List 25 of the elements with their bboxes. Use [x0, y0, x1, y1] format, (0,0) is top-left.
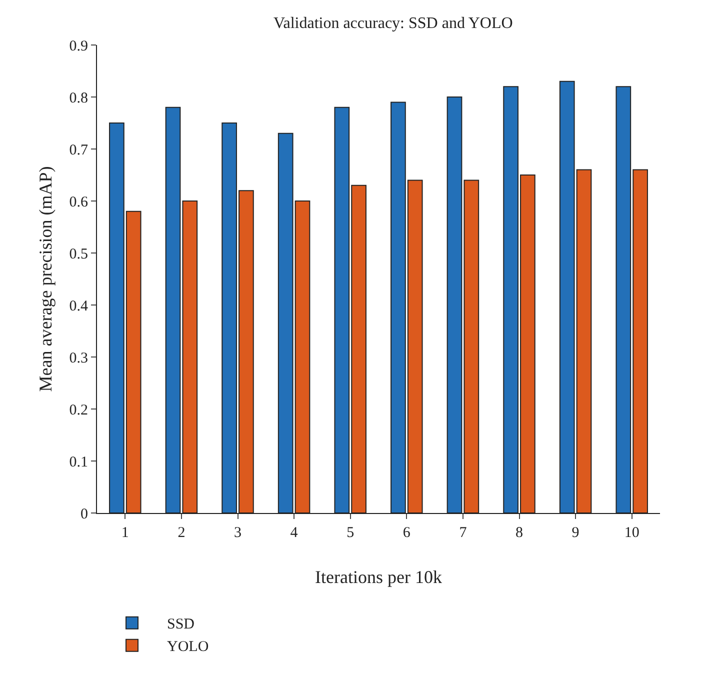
x-tick-label: 6 [402, 525, 411, 541]
x-tick-label: 2 [178, 525, 186, 541]
legend-label: SSD [167, 616, 195, 633]
x-axis-title: Iterations per 10k [315, 567, 442, 588]
x-tick-label: 8 [516, 525, 523, 541]
legend-label: YOLO [167, 639, 209, 656]
x-tick-label: 3 [234, 525, 242, 541]
y-tick-label: 0.9 [69, 38, 88, 54]
y-tick-label: 0.1 [69, 454, 88, 470]
x-tick-label: 1 [121, 525, 129, 541]
y-tick-label: 0.5 [69, 246, 88, 262]
y-tick-label: 0.2 [69, 402, 88, 418]
x-tick-label: 9 [572, 525, 580, 541]
y-tick-label: 0.6 [69, 194, 88, 210]
x-tick-label: 4 [290, 525, 298, 541]
y-tick-label: 0 [80, 506, 88, 522]
y-tick-label: 0.4 [69, 298, 88, 314]
x-tick-label: 5 [346, 525, 354, 541]
y-axis-title: Mean average precision (mAP) [35, 166, 56, 392]
y-tick-label: 0.8 [69, 90, 88, 106]
x-tick-label: 10 [624, 525, 640, 541]
y-tick-label: 0.7 [69, 142, 88, 158]
y-tick-label: 0.3 [69, 350, 88, 366]
x-tick-label: 7 [459, 525, 468, 541]
chart-title: Validation accuracy: SSD and YOLO [273, 15, 513, 32]
